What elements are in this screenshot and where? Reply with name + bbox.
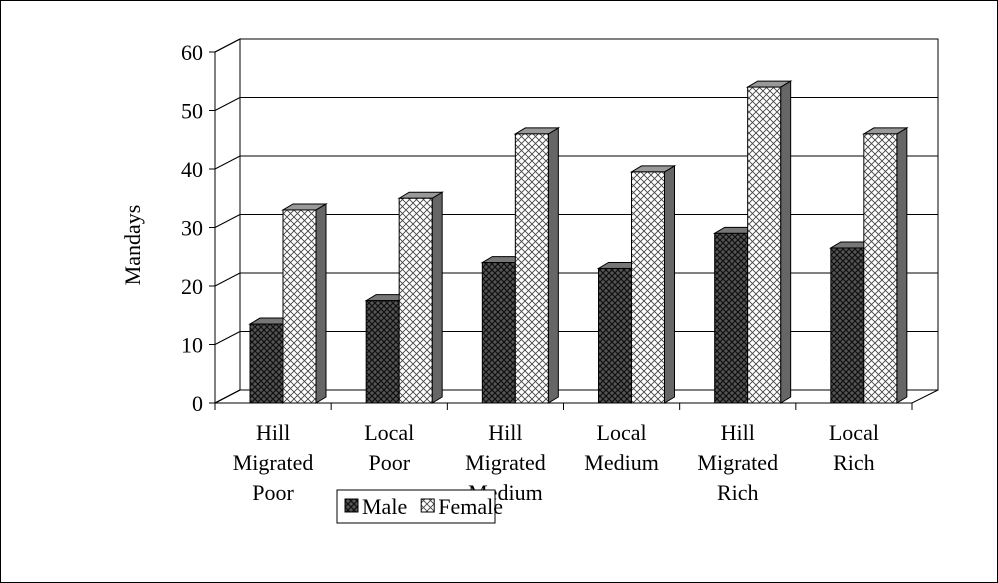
bar-front: [365, 300, 400, 404]
legend-swatch: [420, 498, 435, 513]
bar: [629, 165, 677, 404]
y-axis-label: Mandays: [120, 205, 145, 286]
bar-side: [547, 127, 559, 404]
bar-front: [863, 133, 898, 404]
bar-front: [481, 262, 516, 404]
y-tick-label: 50: [181, 99, 203, 124]
bar-side: [780, 80, 792, 404]
bar-side: [431, 191, 443, 404]
grid-line: [214, 97, 241, 111]
grid-line: [214, 272, 241, 287]
grid-line: [214, 38, 241, 53]
bar-front: [830, 247, 865, 404]
y-tick-label: 30: [181, 216, 203, 241]
grid-line: [214, 331, 241, 345]
legend-box: [336, 489, 496, 524]
bar-side: [664, 165, 675, 404]
x-tick-label: Hill Migrated Rich: [697, 420, 778, 505]
bar-front: [714, 232, 749, 404]
legend-label: Female: [438, 494, 503, 519]
bar-front: [398, 197, 433, 404]
grid-line: [214, 214, 241, 228]
x-tick-label: Hill Migrated Poor: [233, 420, 314, 505]
legend-swatch: [344, 498, 359, 513]
bar-side: [896, 127, 908, 404]
x-tick-label: Local Poor: [364, 420, 414, 475]
bar: [281, 203, 328, 404]
y-tick-label: 10: [181, 333, 203, 358]
y-tick-label: 40: [181, 157, 203, 182]
bar: [513, 127, 561, 404]
y-tick-label: 60: [181, 40, 203, 65]
bar-front: [631, 171, 665, 404]
grid-line: [214, 155, 241, 170]
bar: [397, 191, 444, 404]
legend-label: Male: [362, 494, 407, 519]
bar-front: [747, 86, 782, 404]
x-tick-label: Local Rich: [829, 420, 879, 475]
grid-line: [214, 389, 241, 404]
bar-front: [598, 267, 632, 404]
bar-side: [315, 203, 327, 404]
bar-front: [249, 323, 284, 404]
bar: [745, 80, 793, 404]
bar-front: [514, 133, 549, 404]
bar-front: [282, 209, 317, 404]
x-tick-label: Local Medium: [584, 420, 659, 475]
bar: [862, 127, 909, 404]
y-tick-label: 0: [192, 391, 203, 416]
y-tick-label: 20: [181, 274, 203, 299]
